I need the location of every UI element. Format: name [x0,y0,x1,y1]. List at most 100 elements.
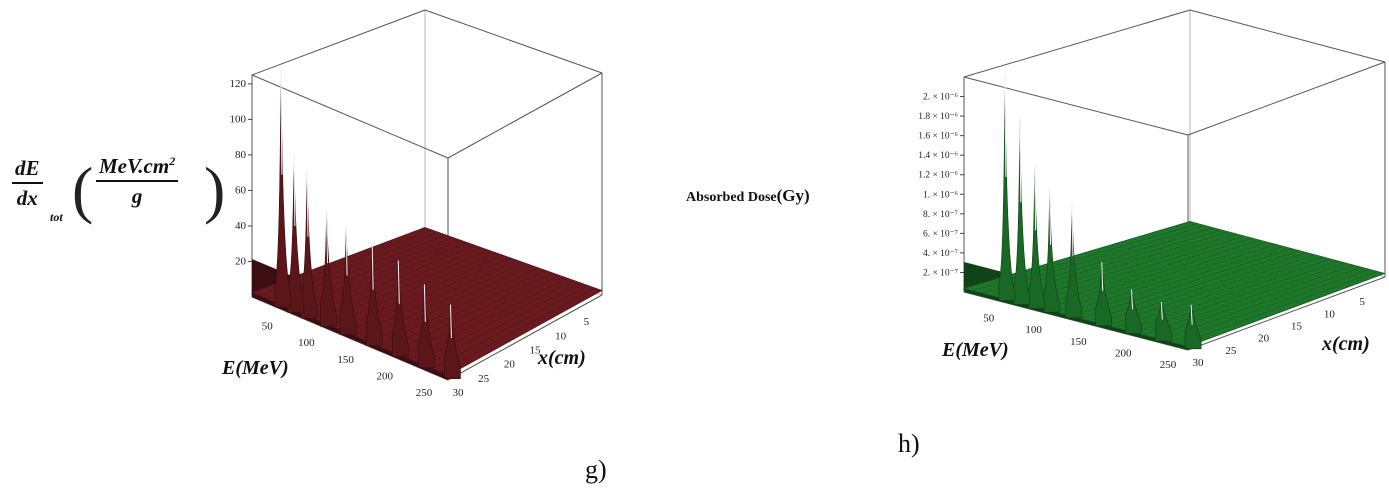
mesh-line [1094,249,1302,305]
mesh-line [334,261,522,335]
mesh-line [368,248,552,319]
z-axis-title-g: dE dx tot ( MeV.cm2 g ) [6,152,246,242]
mesh-line [347,256,534,329]
z-frac-num: dE [12,156,43,184]
peak-highlight [1049,189,1052,245]
y-tick-label: 30 [453,387,465,399]
peak [287,155,305,313]
z-tick-label: 1.2 × 10⁻⁶ [918,171,958,181]
box-edge [251,9,426,76]
peak-highlight [397,260,400,304]
y-tick-label: 10 [1324,308,1336,320]
mesh-line [418,229,596,295]
z-close-paren: ) [204,154,226,225]
z-frac-de-dx: dE dx [12,156,43,211]
mesh-line [1056,260,1269,317]
peak-highlight [1034,166,1037,231]
peak-highlight [306,170,309,237]
x-tick-label: 150 [337,354,354,366]
mesh-line [1170,227,1368,281]
box-edge [1189,9,1386,63]
mesh-line [1132,238,1335,293]
y-tick-label: 25 [1225,345,1237,357]
z-tick-label: 40 [235,220,247,232]
mesh-line [393,239,574,307]
mesh-line [372,247,556,317]
chart-h-svg: 2. × 10⁻⁷ 4. × 10⁻⁷ 6. × 10⁻⁷ 8. × 10⁻⁷ 1. ×… [898,9,1386,458]
z-tick-label: 1.4 × 10⁻⁶ [918,151,958,161]
mesh-line [1077,254,1288,310]
peak-highlight [345,227,348,276]
peak-highlight [326,211,329,264]
mesh-line [405,234,585,301]
mesh-line [1050,262,1264,319]
y-tick-label: 5 [584,316,590,328]
peak-highlight [293,155,296,227]
mesh-line [343,257,530,331]
mesh-line [1115,243,1321,298]
mesh-line [1148,233,1349,288]
mesh-line [1137,236,1340,291]
mesh-line [1153,231,1354,286]
box-edge [424,9,603,74]
mesh-line [1072,256,1283,312]
mesh-line [355,253,541,325]
z-tick-label: 1.6 × 10⁻⁶ [918,132,958,142]
box-edge [963,9,1191,78]
y-tick-label: 15 [1291,321,1303,333]
x-tick-label: 100 [1025,324,1042,336]
mesh-line [401,236,582,303]
y-tick-label: 20 [504,359,516,371]
y-axis-title: x(cm) [1321,333,1370,355]
mesh-line [1029,268,1245,326]
mesh-line [1126,239,1330,295]
z-axis-title-h-unit: (Gy) [776,186,810,205]
x-tick-label: 150 [1070,336,1087,348]
mesh-line [1061,259,1274,316]
peak-highlight [1004,75,1007,177]
mesh-line [1110,244,1316,300]
z-unit-frac: MeV.cm2 g [96,154,179,209]
mesh-line [318,267,508,343]
mesh-line [413,231,593,297]
mesh-line [384,242,567,311]
y-tick-label: 15 [530,345,542,357]
mesh-line [1164,228,1363,282]
z-tick-label: 100 [230,113,247,125]
z-tick-label: 2. × 10⁻⁷ [923,268,958,278]
mesh-line [1088,251,1297,307]
box-edge [447,294,603,381]
box-edge [251,74,449,159]
mesh-line [1186,222,1382,275]
mesh-line [351,254,537,327]
z-tick-label: 4. × 10⁻⁷ [923,249,958,259]
z-frac-sub: tot [50,210,63,224]
z-unit-exp: 2 [169,154,176,168]
mesh-line [359,251,545,323]
mesh-line [1099,248,1307,303]
mesh-line [339,259,526,333]
box-edge [1187,276,1386,351]
y-tick-label: 25 [478,373,490,385]
mesh-line [310,270,500,348]
z-open-paren: ( [72,154,94,225]
z-frac-den: dx [16,186,38,210]
y-tick-label: 20 [1258,333,1270,345]
mesh-line [409,232,589,299]
y-axis-title: x(cm) [537,347,586,369]
mesh-line [1159,230,1359,284]
mesh-line [1142,235,1345,289]
z-axis-title-h: Absorbed Dose(Gy) [686,186,810,206]
peak-highlight [371,243,374,290]
mesh-line [1104,246,1311,302]
x-tick-label: 50 [983,313,995,325]
mesh-line [1083,252,1293,309]
z-tick-label: 8. × 10⁻⁷ [923,210,958,220]
z-tick-label: 1. × 10⁻⁶ [923,190,958,200]
x-tick-label: 100 [298,337,315,349]
mesh-line [422,228,600,292]
panel-h: 2. × 10⁻⁷ 4. × 10⁻⁷ 6. × 10⁻⁷ 8. × 10⁻⁷ 1. ×… [650,0,1389,493]
mesh-line [1121,241,1326,296]
y-tick-label: 10 [555,330,567,342]
peak-highlight [449,304,452,338]
